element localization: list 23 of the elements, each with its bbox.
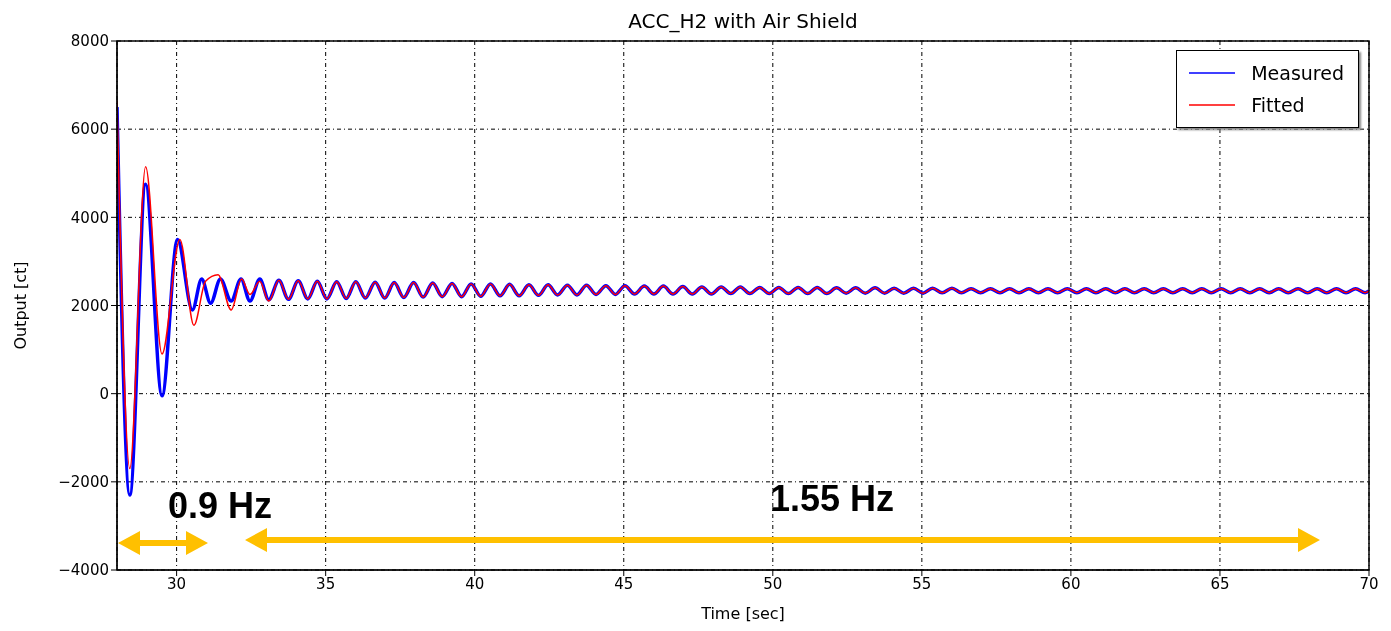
x-tick-label: 65 bbox=[1210, 574, 1230, 593]
x-tick-label: 55 bbox=[912, 574, 932, 593]
y-tick-label: 2000 bbox=[70, 296, 109, 315]
annotation: 0.9 Hz bbox=[167, 484, 273, 526]
x-tick-label: 35 bbox=[316, 574, 336, 593]
x-tick-label: 70 bbox=[1359, 574, 1379, 593]
x-tick-label: 45 bbox=[614, 574, 634, 593]
legend-label: Fitted bbox=[1251, 94, 1305, 116]
legend-label: Measured bbox=[1251, 62, 1344, 84]
y-axis-title: Output [ct] bbox=[10, 261, 30, 350]
y-tick-label: 0 bbox=[99, 384, 109, 403]
annotation: 1.55 Hz bbox=[769, 477, 895, 519]
x-tick-label: 30 bbox=[167, 574, 187, 593]
x-axis-title: Time [sec] bbox=[700, 604, 785, 623]
x-tick-label: 60 bbox=[1061, 574, 1081, 593]
x-tick-label: 50 bbox=[763, 574, 783, 593]
y-tick-label: −2000 bbox=[58, 473, 109, 492]
x-tick-label: 40 bbox=[465, 574, 485, 593]
y-tick-label: 8000 bbox=[70, 32, 109, 51]
y-tick-label: 4000 bbox=[70, 208, 109, 227]
y-tick-label: −4000 bbox=[58, 561, 109, 580]
y-tick-label: 6000 bbox=[70, 120, 109, 139]
chart-title: ACC_H2 with Air Shield bbox=[628, 9, 858, 33]
